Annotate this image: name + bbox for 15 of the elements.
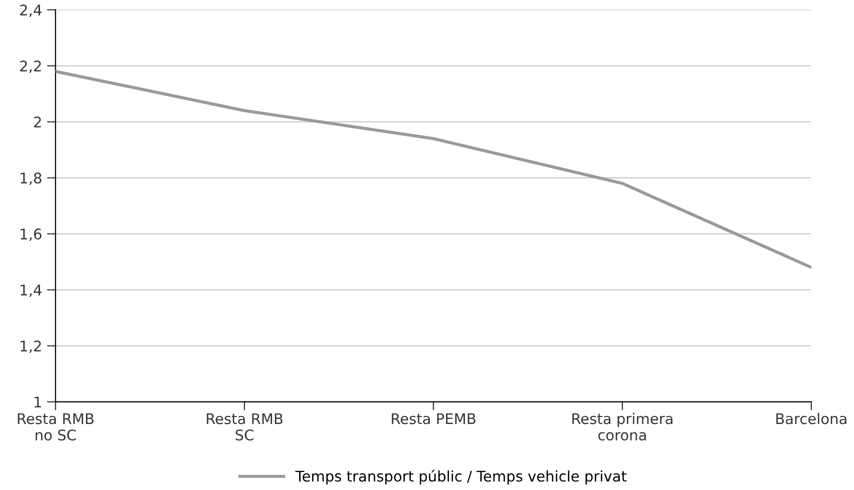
x-tick-label: Resta primera corona: [572, 412, 672, 441]
y-tick-label: 2,2: [20, 60, 41, 74]
y-tick-label: 2,4: [20, 4, 42, 18]
x-tick-label: Resta RMB SC: [206, 413, 282, 441]
x-tick-label: Resta RMB no SC: [18, 413, 94, 441]
line-series: [56, 70, 812, 269]
y-tick-label: 1,2: [20, 340, 41, 354]
x-tick-label: Resta PEMB: [392, 413, 476, 424]
y-tick-label: 2: [34, 116, 41, 128]
legend-label: Temps transport públic / Temps vehicle privat: [295, 470, 626, 484]
y-tick-label: 1,6: [20, 228, 42, 242]
x-tick-label: Barcelona: [776, 412, 846, 424]
y-tick-label: 1,8: [20, 172, 42, 186]
y-tick-label: 1: [34, 396, 41, 408]
y-tick-label: 1,4: [20, 284, 42, 298]
